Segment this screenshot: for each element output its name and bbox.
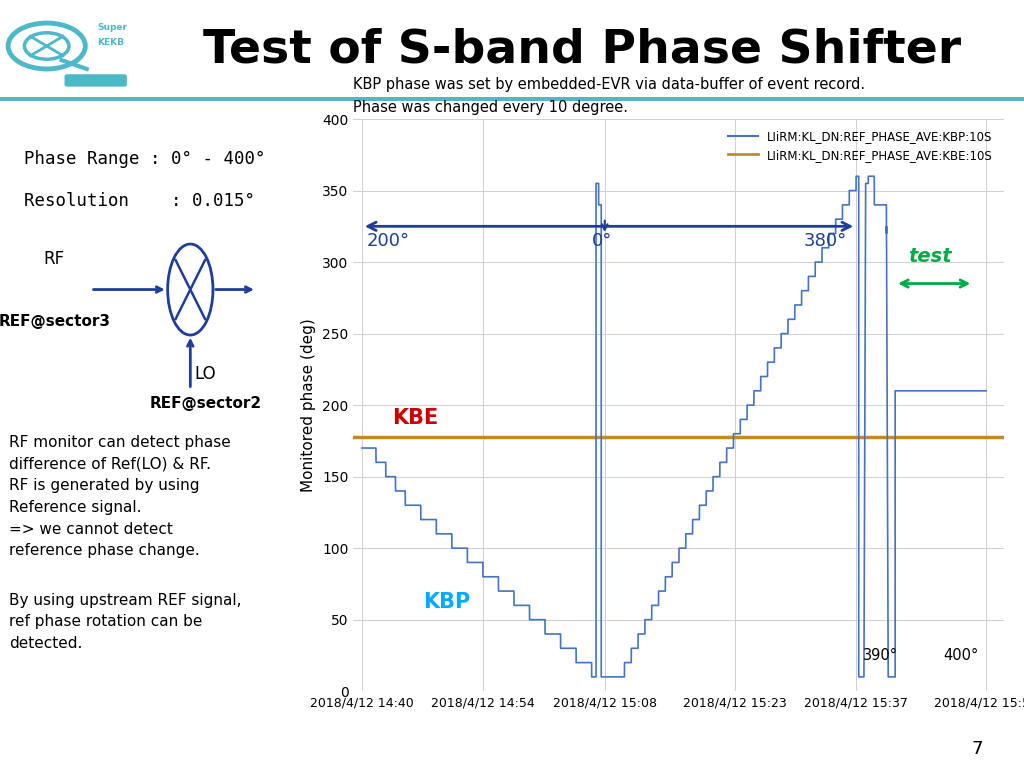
Text: 390°: 390°: [863, 647, 898, 663]
Text: 0°: 0°: [592, 233, 612, 250]
Text: KBP phase was set by embedded-EVR via data-buffer of event record.: KBP phase was set by embedded-EVR via da…: [353, 77, 865, 92]
Text: Super: Super: [97, 23, 127, 32]
Text: REF@sector2: REF@sector2: [150, 396, 261, 411]
Text: test: test: [908, 247, 951, 266]
Text: KBP: KBP: [423, 592, 470, 612]
Text: KEKB: KEKB: [97, 38, 124, 47]
Legend: LIiRM:KL_DN:REF_PHASE_AVE:KBP:10S, LIiRM:KL_DN:REF_PHASE_AVE:KBE:10S: LIiRM:KL_DN:REF_PHASE_AVE:KBP:10S, LIiRM…: [724, 125, 997, 167]
Text: 400°: 400°: [943, 647, 978, 663]
FancyBboxPatch shape: [65, 74, 127, 87]
Text: Phase was changed every 10 degree.: Phase was changed every 10 degree.: [353, 100, 629, 115]
Text: RF: RF: [44, 250, 65, 268]
Text: LO: LO: [195, 366, 216, 383]
Y-axis label: Monitored phase (deg): Monitored phase (deg): [301, 318, 316, 492]
Text: By using upstream REF signal,
ref phase rotation can be
detected.: By using upstream REF signal, ref phase …: [9, 593, 242, 651]
Text: 7: 7: [972, 740, 983, 758]
Text: 200°: 200°: [367, 233, 410, 250]
Text: Test of S-band Phase Shifter: Test of S-band Phase Shifter: [203, 27, 962, 72]
Text: KBE: KBE: [392, 408, 438, 428]
Text: RF monitor can detect phase
difference of Ref(LO) & RF.
RF is generated by using: RF monitor can detect phase difference o…: [9, 435, 230, 558]
Text: Phase Range : 0° - 400°: Phase Range : 0° - 400°: [25, 150, 265, 168]
Text: 380°: 380°: [804, 233, 848, 250]
Text: Resolution    : 0.015°: Resolution : 0.015°: [25, 193, 255, 210]
Text: REF@sector3: REF@sector3: [0, 314, 111, 329]
